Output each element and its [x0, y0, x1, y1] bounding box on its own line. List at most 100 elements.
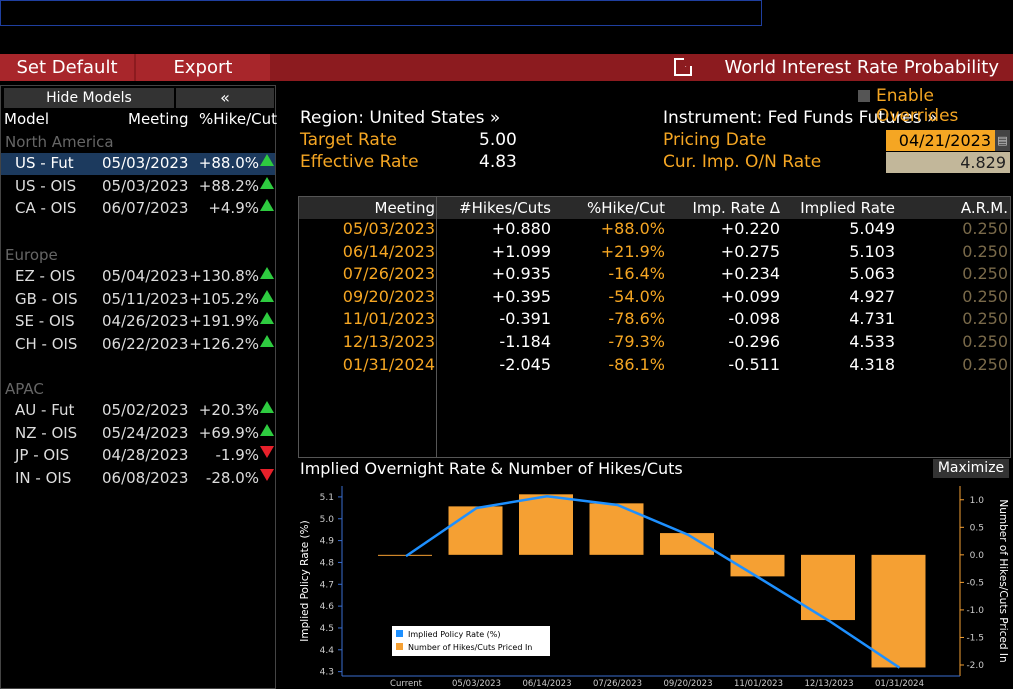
model-pct: -1.9%: [215, 446, 259, 465]
model-row[interactable]: US - OIS 05/03/2023 +88.2%: [1, 176, 275, 198]
cell-implied-rate: 4.533: [849, 332, 895, 351]
y-tick-label: 5.0: [320, 515, 335, 525]
set-default-button[interactable]: Set Default: [0, 54, 134, 81]
maximize-button[interactable]: Maximize: [933, 459, 1009, 478]
on-rate-label: Cur. Imp. O/N Rate: [663, 152, 822, 172]
cell-meeting: 11/01/2023: [342, 309, 435, 329]
cell-hikes-cuts: +0.880: [491, 219, 551, 238]
model-row[interactable]: EZ - OIS 05/04/2023 +130.8%: [1, 266, 275, 288]
page-title: World Interest Rate Probability: [724, 57, 999, 78]
th-imp-rate-delta[interactable]: Imp. Rate Δ: [692, 199, 780, 217]
y2-tick-label: -0.5: [966, 578, 984, 588]
enable-overrides-label[interactable]: Enable Overrides: [876, 86, 959, 126]
cell-hike-cut-pct: +21.9%: [600, 241, 665, 261]
y2-tick-label: -2.0: [966, 661, 984, 671]
model-row[interactable]: AU - Fut 05/02/2023 +20.3%: [1, 400, 275, 422]
th-hike-cut-pct[interactable]: %Hike/Cut: [587, 199, 665, 217]
x-tick-label: 11/01/2023: [734, 679, 783, 689]
model-name: CA - OIS: [15, 199, 77, 218]
cell-arm: 0.250: [962, 286, 1008, 306]
model-name: NZ - OIS: [15, 423, 78, 442]
cell-implied-rate: 5.103: [849, 241, 895, 261]
chart-area: 4.3 4.4 4.5 4.6 4.7 4.8 4.9 5.0 5.1 -2.0 -1.5 -1.0 -…: [298, 480, 1011, 689]
cell-imp-rate-delta: +0.220: [720, 219, 780, 238]
table-row[interactable]: 12/13/2023 -1.184 -79.3% -0.296 4.533 0.250: [299, 332, 1010, 354]
table-row[interactable]: 09/20/2023 +0.395 -54.0% +0.099 4.927 0.250: [299, 287, 1010, 309]
cell-implied-rate: 4.731: [849, 309, 895, 329]
x-tick-label: 12/13/2023: [805, 679, 854, 689]
calendar-icon[interactable]: ▤: [995, 130, 1010, 151]
bar: [589, 503, 644, 555]
y2-tick-label: 1.0: [970, 496, 985, 506]
cell-arm: 0.250: [962, 264, 1008, 284]
meetings-table: Meeting #Hikes/Cuts %Hike/Cut Imp. Rate …: [298, 196, 1011, 458]
cell-meeting: 09/20/2023: [342, 286, 435, 306]
model-name: SE - OIS: [15, 312, 75, 331]
model-pct: -28.0%: [205, 468, 259, 487]
region-header: Europe: [5, 246, 58, 264]
model-meeting: 06/22/2023: [102, 334, 189, 353]
cell-hike-cut-pct: +88.0%: [600, 219, 665, 238]
table-row[interactable]: 01/31/2024 -2.045 -86.1% -0.511 4.318 0.250: [299, 355, 1010, 377]
models-panel: Hide Models « Model Meeting %Hike/Cut No…: [0, 85, 277, 689]
model-name: US - Fut: [15, 154, 74, 172]
model-row[interactable]: CH - OIS 06/22/2023 +126.2%: [1, 334, 275, 356]
command-line[interactable]: [0, 0, 762, 26]
legend-swatch-line: [396, 630, 403, 637]
cell-hikes-cuts: -0.391: [499, 309, 551, 329]
on-rate-input[interactable]: 4.829: [886, 152, 1010, 173]
table-row[interactable]: 11/01/2023 -0.391 -78.6% -0.098 4.731 0.250: [299, 309, 1010, 331]
enable-overrides-checkbox[interactable]: [858, 90, 870, 102]
model-row[interactable]: US - Fut 05/03/2023 +88.0%: [1, 153, 275, 175]
model-row[interactable]: JP - OIS 04/28/2023 -1.9%: [1, 445, 275, 467]
y-tick-label: 4.7: [320, 580, 334, 590]
cell-imp-rate-delta: +0.234: [720, 264, 780, 284]
model-pct: +130.8%: [189, 267, 259, 285]
cell-arm: 0.250: [962, 354, 1008, 374]
table-row[interactable]: 06/14/2023 +1.099 +21.9% +0.275 5.103 0.250: [299, 242, 1010, 264]
legend-box: [392, 626, 550, 656]
launch-icon[interactable]: [674, 57, 693, 76]
cell-imp-rate-delta: +0.099: [720, 286, 780, 306]
up-arrow-icon: [260, 423, 274, 436]
model-row[interactable]: CA - OIS 06/07/2023 +4.9%: [1, 198, 275, 220]
cell-hike-cut-pct: -54.0%: [608, 286, 665, 306]
region-header: North America: [5, 133, 114, 151]
collapse-panel-button[interactable]: «: [176, 88, 274, 108]
hide-models-button[interactable]: Hide Models: [4, 88, 174, 108]
region-selector[interactable]: Region: United States »: [300, 108, 501, 128]
table-row[interactable]: 07/26/2023 +0.935 -16.4% +0.234 5.063 0.250: [299, 264, 1010, 286]
instrument-selector[interactable]: Instrument: Fed Funds Futures »: [663, 108, 938, 128]
model-meeting: 05/11/2023: [102, 289, 189, 308]
model-row[interactable]: NZ - OIS 05/24/2023 +69.9%: [1, 423, 275, 445]
cell-meeting: 01/31/2024: [342, 354, 435, 374]
y-axis-label: Implied Policy Rate (%): [299, 520, 311, 641]
th-hikes-cuts[interactable]: #Hikes/Cuts: [459, 199, 551, 217]
up-arrow-icon: [260, 401, 274, 413]
model-row[interactable]: GB - OIS 05/11/2023 +105.2%: [1, 289, 275, 311]
cell-implied-rate: 5.049: [849, 219, 895, 238]
col-hike-cut: %Hike/Cut: [199, 110, 277, 128]
th-implied-rate[interactable]: Implied Rate: [800, 199, 895, 217]
model-meeting: 05/24/2023: [102, 423, 189, 442]
cell-arm: 0.250: [962, 332, 1008, 351]
th-meeting[interactable]: Meeting: [374, 199, 435, 217]
cell-implied-rate: 4.927: [849, 286, 895, 306]
region-header: APAC: [5, 380, 44, 398]
model-name: GB - OIS: [15, 289, 78, 308]
cell-imp-rate-delta: -0.296: [728, 332, 780, 351]
cell-hikes-cuts: -2.045: [499, 354, 551, 374]
model-row[interactable]: IN - OIS 06/08/2023 -28.0%: [1, 468, 275, 490]
table-row[interactable]: 05/03/2023 +0.880 +88.0% +0.220 5.049 0.250: [299, 219, 1010, 241]
th-arm[interactable]: A.R.M.: [960, 199, 1008, 217]
cell-hikes-cuts: +1.099: [491, 241, 551, 261]
pricing-date-input[interactable]: 04/21/2023: [886, 130, 995, 151]
model-row[interactable]: SE - OIS 04/26/2023 +191.9%: [1, 311, 275, 333]
model-pct: +88.0%: [198, 154, 259, 172]
cell-implied-rate: 5.063: [849, 264, 895, 284]
model-meeting: 04/26/2023: [102, 312, 189, 331]
x-tick-label: 06/14/2023: [523, 679, 572, 689]
model-pct: +126.2%: [189, 334, 259, 353]
col-model: Model: [4, 110, 50, 128]
export-button[interactable]: Export: [136, 54, 270, 81]
